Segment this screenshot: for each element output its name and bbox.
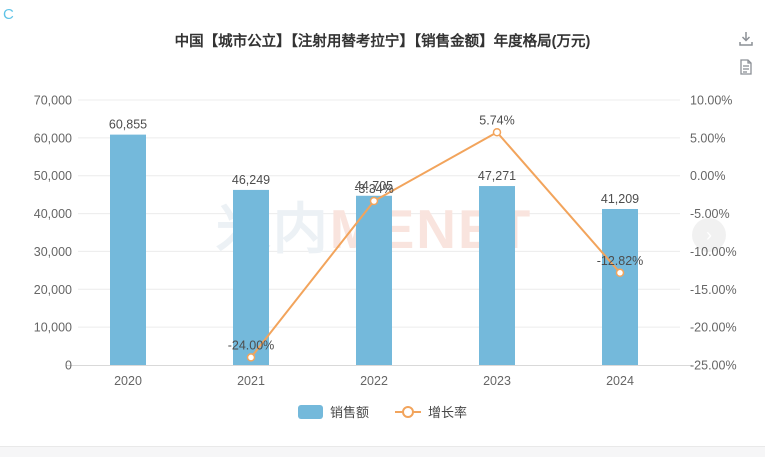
download-icon bbox=[737, 30, 755, 51]
next-page-button[interactable]: › bbox=[692, 218, 726, 252]
left-axis-tick: 30,000 bbox=[34, 245, 72, 259]
corner-label: C bbox=[3, 6, 14, 23]
x-axis-label-2020: 2020 bbox=[114, 374, 142, 388]
chart-toolbar bbox=[735, 29, 757, 79]
legend-item-growth[interactable]: 增长率 bbox=[395, 402, 467, 421]
left-axis-tick: 0 bbox=[65, 359, 72, 373]
line-marker-2024[interactable] bbox=[615, 268, 625, 278]
growth-label-2022: -3.34% bbox=[354, 182, 394, 196]
line-series-marker bbox=[395, 405, 421, 419]
left-axis-tick: 10,000 bbox=[34, 321, 72, 335]
right-axis-tick: -25.00% bbox=[690, 359, 737, 373]
right-axis-tick: -5.00% bbox=[690, 207, 730, 221]
bar-value-label-2021: 46,249 bbox=[232, 173, 270, 187]
x-axis-label-2023: 2023 bbox=[483, 374, 511, 388]
right-axis-tick: -10.00% bbox=[690, 245, 737, 259]
line-marker-2023[interactable] bbox=[492, 128, 502, 137]
bar-series-swatch bbox=[297, 404, 323, 419]
bar-value-label-2022: 44,705 bbox=[355, 179, 393, 193]
bar-value-label-2024: 41,209 bbox=[601, 192, 639, 206]
left-axis-tick: 20,000 bbox=[34, 283, 72, 297]
x-axis-label-2024: 2024 bbox=[606, 374, 634, 388]
right-axis-tick: 5.00% bbox=[690, 131, 725, 145]
bar-2023[interactable] bbox=[479, 186, 515, 365]
left-axis-tick: 50,000 bbox=[34, 169, 72, 183]
line-marker-2021[interactable] bbox=[246, 353, 256, 362]
bar-2024[interactable] bbox=[602, 208, 638, 365]
chart-legend: 销售额 增长率 bbox=[0, 402, 765, 421]
growth-label-2024: -12.82% bbox=[597, 254, 644, 268]
left-axis-tick: 40,000 bbox=[34, 207, 72, 221]
left-axis-tick: 60,000 bbox=[34, 131, 72, 145]
report-icon bbox=[737, 58, 755, 79]
line-marker-2022[interactable] bbox=[369, 196, 379, 206]
download-button[interactable] bbox=[735, 29, 757, 51]
report-button[interactable] bbox=[735, 57, 757, 79]
right-axis-tick: -15.00% bbox=[690, 283, 737, 297]
right-axis-tick: 10.00% bbox=[690, 94, 732, 108]
right-axis-tick: -20.00% bbox=[690, 321, 737, 335]
bar-2022[interactable] bbox=[356, 195, 392, 365]
bar-value-label-2023: 47,271 bbox=[478, 169, 516, 183]
left-axis-tick: 70,000 bbox=[34, 94, 72, 108]
bar-value-label-2020: 60,855 bbox=[109, 118, 147, 132]
bar-2021[interactable] bbox=[233, 189, 269, 365]
x-axis-label-2022: 2022 bbox=[360, 374, 388, 388]
legend-item-sales[interactable]: 销售额 bbox=[297, 402, 369, 421]
growth-label-2023: 5.74% bbox=[479, 113, 514, 127]
legend-label-growth: 增长率 bbox=[428, 405, 468, 420]
legend-label-sales: 销售额 bbox=[329, 405, 369, 420]
footer-strip bbox=[0, 446, 765, 457]
growth-line bbox=[250, 131, 621, 359]
x-axis-label-2021: 2021 bbox=[237, 374, 265, 388]
chart-title: 中国【城市公立】【注射用替考拉宁】【销售金额】年度格局(万元) bbox=[174, 34, 591, 50]
right-axis-tick: 0.00% bbox=[690, 169, 725, 183]
bar-2020[interactable] bbox=[110, 134, 146, 365]
growth-label-2021: -24.00% bbox=[228, 338, 275, 352]
